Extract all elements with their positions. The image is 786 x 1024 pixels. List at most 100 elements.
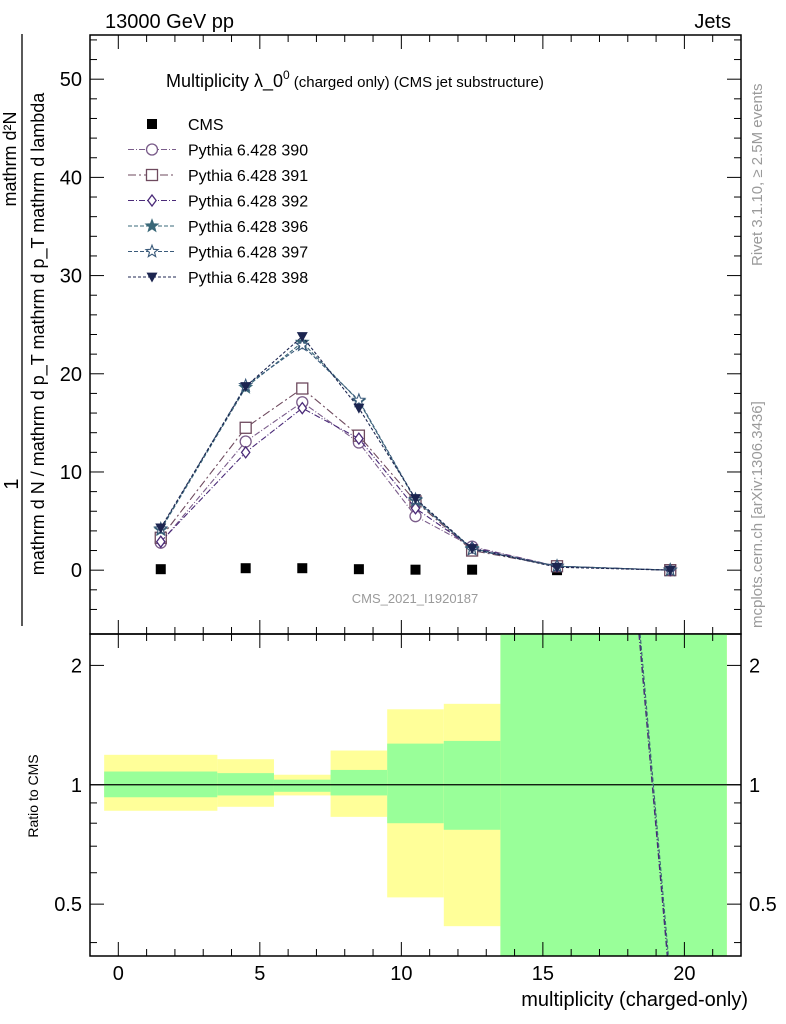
title-subtext: (charged only) (CMS jet substructure)	[294, 74, 544, 91]
data-point	[410, 494, 421, 504]
legend-label: Pythia 6.428 396	[188, 219, 308, 236]
uncertainty-band-green	[500, 634, 727, 956]
series-line	[160, 407, 671, 571]
x-tick-label: 10	[390, 963, 412, 985]
x-tick-label: 0	[113, 963, 124, 985]
mcplots-label: mcplots.cern.ch [arXiv:1306.3436]	[749, 401, 766, 628]
uncertainty-band-green	[330, 769, 388, 796]
legend-entry: CMS	[147, 117, 224, 134]
data-point	[410, 501, 421, 515]
uncertainty-band-green	[387, 743, 444, 824]
legend-label: Pythia 6.428 392	[188, 194, 308, 211]
main-y-tick-label: 30	[60, 266, 82, 288]
legend-marker	[147, 119, 157, 129]
ratio-axes: 0.5 0.51 12 20 5 10 15 20	[54, 634, 777, 985]
series-pythia-6-428-390	[154, 396, 677, 577]
ratio-y-axis-label: Ratio to CMS	[25, 754, 41, 837]
legend-label: CMS	[188, 117, 224, 134]
legend-entry: Pythia 6.428 391	[128, 168, 308, 185]
legend-entry: Pythia 6.428 398	[128, 270, 308, 287]
legend-entry: Pythia 6.428 396	[128, 218, 308, 236]
data-point	[294, 337, 310, 352]
data-point	[297, 563, 308, 574]
uncertainty-band-green	[273, 779, 331, 792]
data-point	[353, 432, 364, 446]
ratio-y-tick-label: 0.5	[54, 894, 82, 916]
ratio-y-tick-label-right: 0.5	[749, 894, 777, 916]
data-point	[155, 535, 166, 549]
legend-marker	[147, 193, 157, 208]
main-y-axis-label: 1 mathrm d²N mathrm d N / mathrm d p_T mat…	[0, 34, 49, 626]
data-point	[239, 435, 252, 448]
title-superscript: 0	[283, 68, 290, 82]
series-line	[160, 335, 671, 571]
legend-label: Pythia 6.428 390	[188, 143, 308, 160]
series-pythia-6-428-396	[153, 334, 678, 577]
x-tick-label: 5	[254, 963, 265, 985]
ratio-y-tick-label: 1	[71, 775, 82, 797]
data-point	[353, 564, 364, 575]
legend-label: Pythia 6.428 397	[188, 245, 308, 262]
legend-label: Pythia 6.428 398	[188, 270, 308, 287]
ylabel-numerator-text: mathrm d²N	[0, 111, 20, 206]
data-point	[296, 382, 309, 395]
data-point	[351, 392, 367, 407]
main-y-tick-label: 40	[60, 167, 82, 189]
data-point	[410, 564, 421, 575]
data-point	[467, 564, 478, 575]
series-line	[160, 341, 671, 571]
x-tick-label: 15	[532, 963, 554, 985]
ratio-panel: 0.5 0.51 12 20 5 10 15 20	[54, 633, 777, 985]
data-point	[155, 523, 167, 534]
series-line	[160, 387, 671, 571]
ratio-frame	[89, 633, 742, 957]
rivet-version-label: Rivet 3.1.10, ≥ 2.5M events	[749, 84, 766, 267]
title-text: Multiplicity λ_0	[166, 71, 283, 92]
legend-entry: Pythia 6.428 390	[128, 143, 308, 160]
legend-label: Pythia 6.428 391	[188, 168, 308, 185]
analysis-watermark: CMS_2021_I1920187	[352, 591, 479, 606]
ratio-y-tick-label-right: 2	[749, 655, 760, 677]
series-pythia-6-428-392	[155, 401, 676, 577]
data-point	[239, 421, 252, 434]
data-point	[296, 332, 308, 342]
legend-marker	[145, 143, 159, 156]
data-point	[353, 403, 365, 414]
legend-marker	[145, 168, 159, 182]
series-cms	[155, 563, 563, 576]
data-point	[664, 565, 676, 576]
data-point	[240, 563, 251, 574]
x-axis-label: multiplicity (charged-only)	[521, 989, 748, 1011]
main-y-tick-label: 50	[60, 69, 82, 91]
x-tick-label: 20	[673, 963, 695, 985]
data-point	[466, 544, 478, 555]
ratio-y-tick-label-right: 1	[749, 775, 760, 797]
header-process-label: Jets	[694, 11, 731, 33]
main-axes: 0 10 20 30 40 50	[60, 35, 742, 634]
main-y-tick-label: 10	[60, 462, 82, 484]
legend-marker	[146, 272, 158, 283]
series-line	[160, 401, 671, 571]
main-y-tick-label: 20	[60, 364, 82, 386]
series-pythia-6-428-398	[155, 332, 676, 576]
ratio-series-line	[638, 633, 669, 957]
ylabel-denominator: mathrm d N / mathrm d p_T mathrm d p_T m…	[28, 92, 49, 575]
data-point	[155, 564, 166, 575]
legend-entry: Pythia 6.428 392	[128, 194, 308, 211]
legend-marker	[144, 243, 160, 258]
data-point	[297, 401, 308, 415]
series-line	[160, 344, 671, 571]
main-y-label-group: 1 mathrm d²N mathrm d N / mathrm d p_T mat…	[0, 34, 49, 626]
ylabel-one: 1	[1, 478, 23, 489]
header-energy-label: 13000 GeV pp	[105, 11, 234, 33]
data-point	[240, 382, 252, 393]
data-point	[240, 445, 251, 459]
main-y-tick-label: 0	[71, 560, 82, 582]
main-panel: Multiplicity λ_00 (charged only) (CMS jet…	[60, 34, 742, 635]
data-point	[551, 562, 563, 573]
legend-entry: Pythia 6.428 397	[128, 243, 308, 262]
ratio-y-tick-label: 2	[71, 655, 82, 677]
legend: CMS Pythia 6.428 390 Pythia 6.428 391 Pythi…	[128, 117, 308, 287]
legend-marker	[144, 218, 160, 233]
